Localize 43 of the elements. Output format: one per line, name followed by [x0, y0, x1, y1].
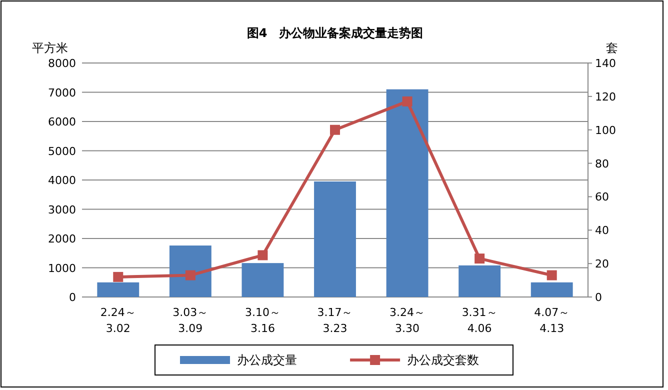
x-tick-label: 3.24～3.30 — [390, 306, 426, 335]
point — [185, 270, 196, 280]
point — [474, 254, 485, 264]
y2-axis-title: 套 — [606, 41, 618, 55]
y2-tick-label: 0 — [595, 291, 602, 304]
y-axis-title: 平方米 — [32, 41, 68, 55]
y2-tick-label: 100 — [595, 124, 616, 137]
legend-label: 办公成交量 — [237, 353, 297, 367]
y-tick-label: 0 — [69, 291, 76, 304]
y2-tick-label: 140 — [595, 57, 616, 70]
x-tick-label: 3.03～3.09 — [172, 306, 208, 335]
x-tick-label: 3.31～4.06 — [462, 306, 498, 335]
y-tick-label: 2000 — [48, 232, 76, 246]
bar — [530, 282, 573, 297]
y-tick-label: 8000 — [48, 57, 76, 70]
y-tick-label: 1000 — [48, 262, 76, 275]
y-tick-label: 7000 — [48, 86, 76, 100]
y2-tick-label: 60 — [595, 190, 609, 204]
x-tick-label: 3.10～3.16 — [244, 306, 280, 335]
bar — [169, 246, 212, 297]
point — [258, 250, 268, 260]
x-tick-label: 3.17～3.23 — [317, 306, 353, 335]
y2-tick-label: 120 — [595, 90, 616, 104]
chart-title: 图4 办公物业备案成交量走势图 — [246, 26, 424, 40]
bar — [97, 282, 140, 297]
y2-tick-label: 40 — [595, 224, 609, 238]
x-tick-label: 4.07～4.13 — [534, 306, 570, 335]
y-tick-label: 6000 — [48, 116, 76, 128]
y-tick-label: 3000 — [48, 203, 76, 216]
bar — [242, 263, 284, 297]
y2-tick-label: 20 — [595, 258, 609, 271]
legend-label: 办公成交套数 — [407, 353, 480, 367]
bar — [386, 89, 428, 297]
bar — [458, 265, 501, 297]
y-tick-label: 4000 — [48, 174, 76, 187]
point — [113, 272, 124, 282]
x-tick-label: 2.24～3.02 — [100, 306, 136, 335]
y-tick-label: 5000 — [48, 144, 76, 158]
point — [402, 96, 412, 106]
point — [546, 270, 557, 280]
point — [330, 124, 340, 135]
bar — [314, 181, 356, 297]
y2-tick-label: 80 — [595, 157, 609, 170]
